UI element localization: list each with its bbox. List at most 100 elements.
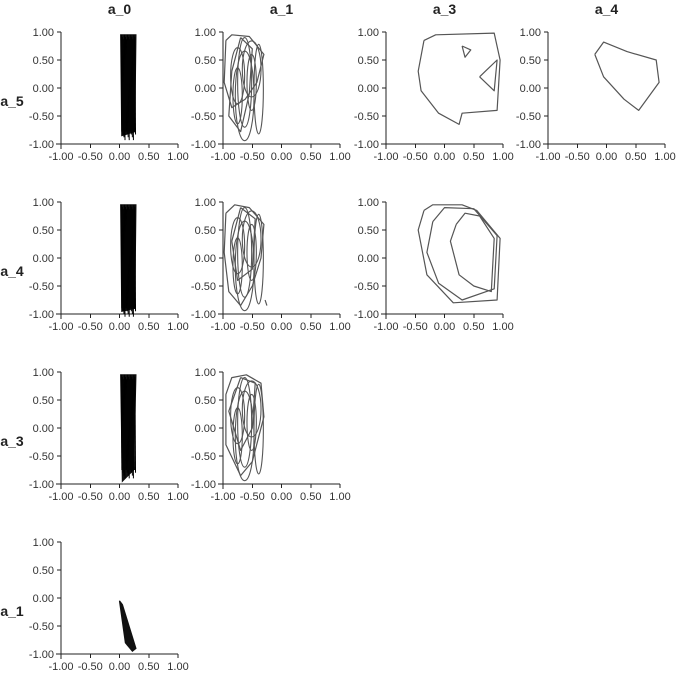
- panel-a_4-vs-a_1: -1.00 -0.50 0.00 0.50 1.001.000.500.00-0.50-…: [191, 197, 351, 333]
- trajectory-line: [127, 34, 129, 138]
- y-tick-label: 0.00: [195, 83, 216, 95]
- trajectory-line: [129, 209, 131, 309]
- trajectory-line: [122, 39, 125, 138]
- x-tick-label: 0.50: [300, 151, 321, 163]
- y-tick-label: 0.00: [358, 253, 379, 265]
- trajectory-line: [129, 39, 131, 132]
- row-header: a_1: [0, 603, 24, 619]
- y-tick-label: -0.50: [354, 111, 379, 123]
- trajectory-line: [123, 204, 126, 317]
- y-tick-label: 0.00: [520, 83, 541, 95]
- y-tick-label: -0.50: [191, 111, 216, 123]
- trajectory-line: [223, 204, 265, 307]
- panel-a_5-vs-a_3: -1.00 -0.50 0.00 0.50 1.001.000.500.00-0.50-…: [354, 27, 514, 163]
- y-tick-label: -0.50: [354, 281, 379, 293]
- x-tick-label: 1.00: [329, 321, 350, 333]
- x-tick-label: 0.00: [271, 321, 292, 333]
- row-header: a_3: [0, 433, 24, 449]
- trajectory-line: [124, 377, 127, 471]
- trajectory-line: [131, 377, 133, 476]
- x-tick-label: 0.00: [596, 151, 617, 163]
- trajectory-loop: [241, 40, 262, 98]
- trajectory-loop: [241, 380, 262, 438]
- trajectory-line: [133, 374, 135, 471]
- x-tick-label: 1.00: [492, 321, 513, 333]
- trajectory-loop: [237, 377, 253, 468]
- y-tick-label: -1.00: [516, 139, 541, 151]
- trajectory-line: [417, 204, 501, 304]
- trajectory-line: [426, 207, 498, 301]
- x-tick-label: 0.50: [138, 491, 159, 503]
- y-tick-label: -1.00: [29, 479, 54, 491]
- trajectory-line: [132, 209, 134, 317]
- trajectory-line: [128, 37, 130, 141]
- x-tick-label: 0.00: [271, 491, 292, 503]
- y-tick-label: -1.00: [191, 479, 216, 491]
- x-tick-label: 0.00: [109, 491, 130, 503]
- trajectory-line: [594, 41, 660, 111]
- trajectory-loop: [234, 50, 255, 142]
- trajectory-loop: [234, 220, 255, 312]
- x-tick-label: 1.00: [167, 151, 188, 163]
- x-tick-label: -0.50: [78, 321, 103, 333]
- x-tick-label: -0.50: [78, 151, 103, 163]
- y-tick-label: 0.50: [520, 55, 541, 67]
- trajectory-line: [126, 39, 128, 135]
- y-tick-label: -1.00: [191, 139, 216, 151]
- y-tick-label: 1.00: [195, 197, 216, 209]
- row-header: a_4: [0, 263, 24, 279]
- y-tick-label: 0.00: [33, 83, 54, 95]
- x-tick-label: -0.50: [240, 321, 265, 333]
- column-header: a_4: [595, 1, 619, 17]
- x-tick-label: 1.00: [167, 491, 188, 503]
- y-tick-label: 1.00: [33, 367, 54, 379]
- trajectory-line: [124, 37, 127, 132]
- y-tick-label: -0.50: [29, 281, 54, 293]
- y-tick-label: -0.50: [191, 451, 216, 463]
- trajectory-loop: [230, 47, 246, 105]
- y-tick-label: -1.00: [29, 649, 54, 661]
- y-tick-label: 1.00: [358, 197, 379, 209]
- panel-a_5-vs-a_0: -1.00 -0.50 0.00 0.50 1.001.000.500.00-0.50-…: [29, 27, 189, 163]
- x-tick-label: 0.50: [138, 151, 159, 163]
- trajectory-line: [449, 212, 495, 293]
- y-tick-label: -1.00: [354, 309, 379, 321]
- trajectory-line: [132, 379, 134, 479]
- x-tick-label: 0.50: [463, 321, 484, 333]
- y-tick-label: 0.50: [358, 55, 379, 67]
- trajectory-line: [264, 299, 268, 306]
- trajectory-loop: [230, 387, 246, 445]
- panel-a_5-vs-a_4: -1.00 -0.50 0.00 0.50 1.001.000.500.00-0.50-…: [516, 27, 676, 163]
- x-tick-label: -0.50: [240, 491, 265, 503]
- y-tick-label: -0.50: [29, 111, 54, 123]
- trajectory-line: [121, 207, 124, 312]
- trajectory-line: [130, 34, 132, 135]
- trajectory-loop: [246, 53, 257, 111]
- x-tick-label: 1.00: [167, 321, 188, 333]
- y-tick-label: 1.00: [33, 197, 54, 209]
- row-header: a_5: [0, 93, 24, 109]
- y-tick-label: 0.00: [33, 253, 54, 265]
- y-tick-label: -0.50: [516, 111, 541, 123]
- trajectory-line: [134, 37, 137, 135]
- y-tick-label: 0.50: [195, 395, 216, 407]
- y-tick-label: 0.00: [33, 423, 54, 435]
- x-tick-label: 0.50: [625, 151, 646, 163]
- x-tick-label: 1.00: [167, 661, 188, 673]
- trajectory-line: [133, 34, 135, 132]
- trajectory-line: [121, 37, 124, 135]
- x-tick-label: 1.00: [329, 151, 350, 163]
- trajectory-line: [122, 209, 125, 315]
- trajectory-line: [231, 207, 256, 281]
- y-tick-label: -0.50: [29, 451, 54, 463]
- trajectory-line: [461, 45, 472, 58]
- x-tick-label: -1.00: [48, 661, 73, 673]
- trajectory-loop: [230, 217, 246, 275]
- y-tick-label: 0.50: [195, 225, 216, 237]
- trajectory-line: [132, 39, 134, 141]
- x-tick-label: -0.50: [78, 491, 103, 503]
- trajectory-line: [417, 32, 501, 125]
- trajectory-loop: [246, 223, 257, 281]
- trajectory-line: [122, 379, 125, 476]
- trajectory-line: [128, 207, 130, 317]
